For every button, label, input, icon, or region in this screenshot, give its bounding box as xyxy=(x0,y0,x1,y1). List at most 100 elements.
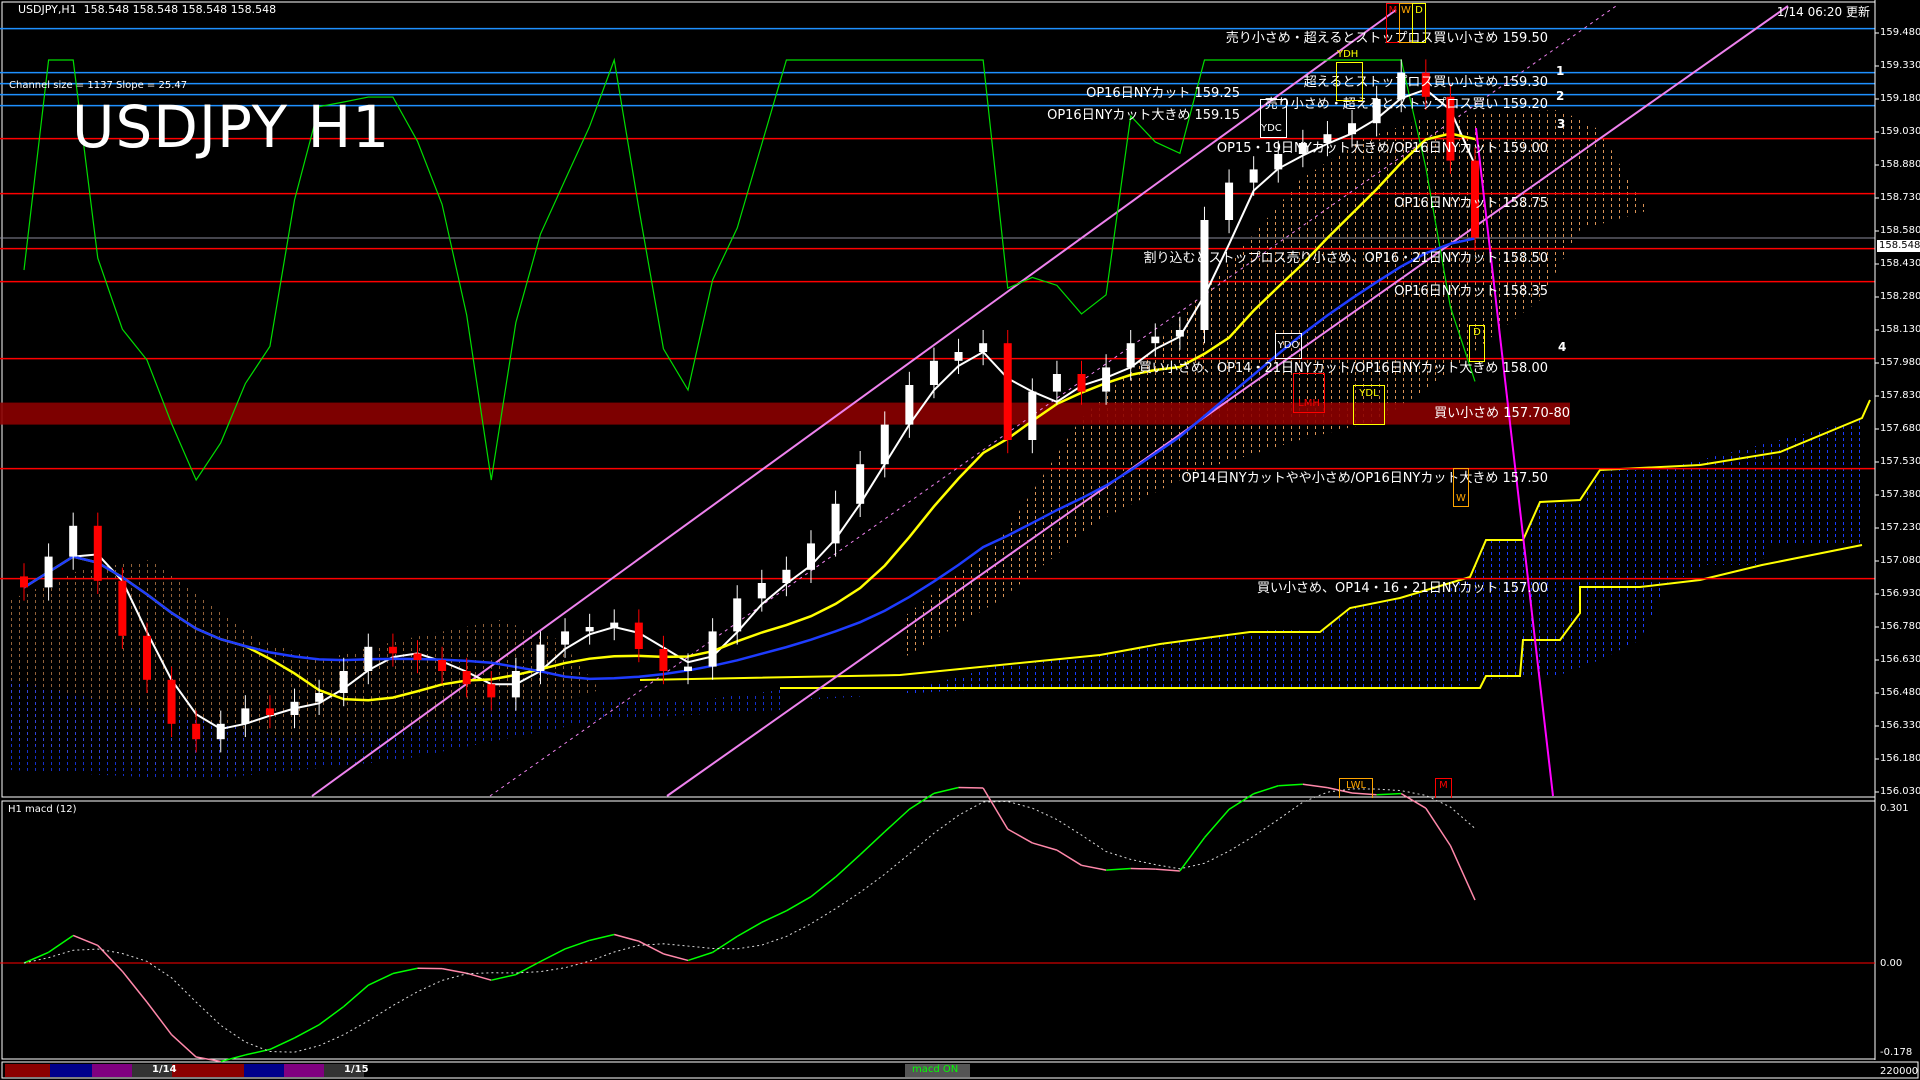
daily-marker: D xyxy=(1412,3,1426,43)
macd-segment xyxy=(72,934,99,947)
bullish-candle xyxy=(511,671,520,698)
bearish-candle xyxy=(167,679,176,724)
macd-segment xyxy=(343,984,369,1008)
bearish-candle xyxy=(487,684,496,698)
macd-segment xyxy=(1081,864,1107,871)
zone-label: 買い小さめ 157.70-80 xyxy=(1434,405,1570,421)
symbol-title: USDJPY,H1 xyxy=(18,3,77,16)
price-tick-label: 156.630 xyxy=(1880,654,1920,665)
bearish-candle xyxy=(142,635,151,680)
bullish-candle xyxy=(339,671,348,693)
macd-segment xyxy=(23,951,49,964)
bullish-candle xyxy=(1323,134,1332,143)
bullish-candle xyxy=(1052,374,1061,392)
price-level-lines xyxy=(0,27,1875,580)
macd-toggle-bg[interactable] xyxy=(905,1064,970,1077)
fib-label-1: 1 xyxy=(1556,64,1565,78)
macd-segment xyxy=(908,792,935,810)
fib-label-4: 4 xyxy=(1558,340,1567,354)
bullish-candle xyxy=(241,708,250,724)
macd-segment xyxy=(933,786,959,795)
bullish-candle xyxy=(44,556,53,588)
weekly-low-marker: W xyxy=(1453,468,1469,507)
bearish-candle xyxy=(1471,160,1479,238)
macd-segment xyxy=(1179,837,1206,872)
level-label: OP16日NYカット 158.35 xyxy=(1394,283,1548,299)
bottom-bar-border xyxy=(1,1061,1919,1079)
ydc-marker-box xyxy=(1260,99,1287,138)
bullish-candle xyxy=(610,622,619,627)
ma-mid-line xyxy=(23,132,1476,702)
ydc-marker: YDC xyxy=(1261,123,1282,134)
bullish-candle xyxy=(1151,336,1160,344)
bullish-candle xyxy=(1298,143,1307,154)
fib-label-3: 3 xyxy=(1557,117,1566,131)
weekly-marker: W xyxy=(1399,3,1413,43)
macd-segment xyxy=(663,953,689,962)
macd-segment xyxy=(786,896,812,912)
macd-segment xyxy=(1302,783,1328,789)
bullish-candle xyxy=(708,631,717,667)
macd-segment xyxy=(1130,867,1156,870)
bearish-candle xyxy=(1077,374,1086,392)
bearish-candle xyxy=(192,723,201,740)
level-label: OP15・19日NYカット大きめ/OP16日NYカット 159.00 xyxy=(1216,140,1548,156)
bullish-candle xyxy=(1372,99,1381,124)
bearish-candle xyxy=(93,525,102,581)
price-tick-label: 156.330 xyxy=(1880,720,1920,731)
macd-segment xyxy=(1056,849,1082,866)
macd-segment xyxy=(540,948,566,963)
macd-segment xyxy=(171,1034,197,1058)
ichimoku-cloud-future xyxy=(639,399,1871,700)
bullish-candle xyxy=(1028,391,1037,440)
oscillator-series xyxy=(23,57,1476,482)
channel-upper-line[interactable] xyxy=(311,9,1397,797)
projection-line[interactable] xyxy=(1475,127,1554,797)
channel-lower-line[interactable] xyxy=(666,5,1789,797)
bearish-candle xyxy=(20,576,28,588)
macd-segment xyxy=(48,934,74,953)
macd-segment xyxy=(1007,828,1033,844)
level-label: 割り込むとストップロス売り小さめ、OP16・21日NYカット 158.50 xyxy=(1143,250,1548,266)
bullish-candle xyxy=(1348,123,1357,135)
bullish-candle xyxy=(979,343,988,352)
macd-max-label: 0.301 xyxy=(1880,803,1909,814)
macd-segment xyxy=(367,972,394,986)
bullish-candle xyxy=(782,569,791,583)
macd-toggle-button[interactable]: macd ON xyxy=(912,1064,959,1075)
bullish-candle xyxy=(806,543,815,570)
price-tick-label: 159.480 xyxy=(1880,27,1920,38)
price-tick-label: 158.430 xyxy=(1880,258,1920,269)
macd-segment xyxy=(491,973,517,981)
level-label: OP16日NYカット 159.25 xyxy=(1086,85,1240,101)
bullish-candle xyxy=(1126,343,1135,368)
macd-segment xyxy=(1425,807,1452,847)
macd-zero-label: 0.00 xyxy=(1880,958,1903,969)
price-tick-label: 156.030 xyxy=(1880,786,1920,797)
ydh-marker-box xyxy=(1336,62,1363,101)
macd-segment xyxy=(1032,842,1058,851)
price-tick-label: 159.180 xyxy=(1880,93,1920,104)
date-label-2: 1/15 xyxy=(344,1064,369,1075)
macd-segment xyxy=(564,939,590,950)
bearish-candle xyxy=(438,660,447,671)
macd-segment xyxy=(614,933,640,942)
macd-segment xyxy=(761,910,787,924)
bullish-candle xyxy=(315,693,324,702)
bullish-candle xyxy=(364,646,373,671)
bullish-candle xyxy=(929,360,938,385)
macd-segment xyxy=(982,787,1009,830)
price-tick-label: 157.830 xyxy=(1880,390,1920,401)
level-label: OP16日NYカット大きめ 159.15 xyxy=(1047,107,1240,123)
macd-segment xyxy=(958,786,984,789)
bullish-candle xyxy=(757,583,766,599)
macd-segment xyxy=(687,951,713,962)
macd-segment xyxy=(1400,792,1427,809)
macd-segment xyxy=(441,967,467,974)
price-tick-label: 156.780 xyxy=(1880,621,1920,632)
price-tick-label: 158.580 xyxy=(1880,225,1920,236)
ydh-marker: YDH xyxy=(1337,49,1359,60)
bullish-candle xyxy=(684,666,693,671)
current-price-label: 158.548 xyxy=(1877,240,1920,253)
